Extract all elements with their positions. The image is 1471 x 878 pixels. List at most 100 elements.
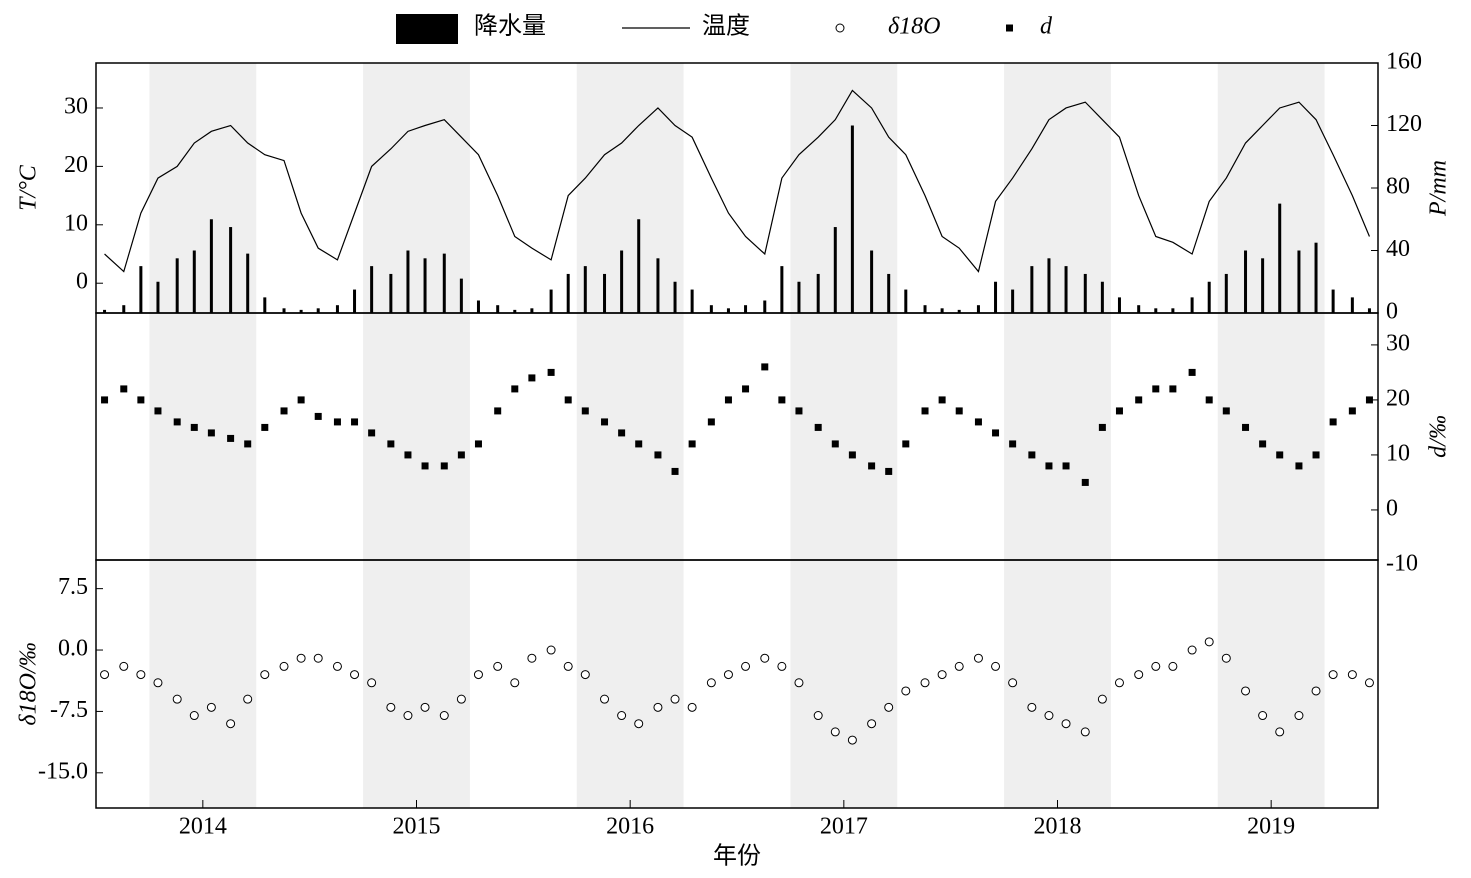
precip-bar [870, 250, 874, 313]
o18-point [1258, 711, 1268, 721]
o18-point [456, 694, 466, 704]
precip-bar [816, 273, 820, 313]
d-point [1276, 451, 1284, 459]
precip-bar [709, 305, 713, 313]
panel-frame [95, 62, 1379, 314]
d-point [1081, 478, 1089, 486]
o18-point [706, 678, 716, 688]
d-point [1009, 440, 1017, 448]
d-point [814, 423, 822, 431]
o18-point [279, 661, 289, 671]
o18-point [189, 711, 199, 721]
d-point [1045, 462, 1053, 470]
d-point [474, 440, 482, 448]
precip-bar [603, 273, 607, 313]
o18-point [367, 678, 377, 688]
y2-axis-title: d/‰ [1426, 415, 1452, 458]
d-point [902, 440, 910, 448]
precip-bar [887, 273, 891, 313]
d-point [778, 396, 786, 404]
o18-point [313, 653, 323, 663]
o18-point [1151, 661, 1161, 671]
d-point [1222, 407, 1230, 415]
o18-point [260, 670, 270, 680]
d-point [494, 407, 502, 415]
precip-bar [1224, 273, 1228, 313]
o18-point [760, 653, 770, 663]
d-point [742, 385, 750, 393]
panel-frame [95, 312, 1379, 561]
o18-point [473, 670, 483, 680]
o18-point [1027, 702, 1037, 712]
d-point [921, 407, 929, 415]
d-point [173, 418, 181, 426]
o18-point [653, 702, 663, 712]
panel-frame [95, 559, 1379, 809]
y2-tick-label: 160 [1386, 49, 1422, 75]
d-point [974, 418, 982, 426]
o18-point [243, 694, 253, 704]
x-tick-label: 2018 [1034, 814, 1082, 840]
y2-tick-label: 80 [1386, 174, 1410, 200]
precip-bar [1314, 242, 1318, 313]
precip-bar [656, 258, 660, 313]
precip-bar [940, 308, 944, 313]
o18-point [830, 727, 840, 737]
o18-point [954, 661, 964, 671]
o18-point [937, 670, 947, 680]
d-point [848, 451, 856, 459]
o18-point [136, 670, 146, 680]
precip-bar [637, 219, 641, 313]
d-point [1188, 368, 1196, 376]
y-tick-label: 30 [64, 93, 88, 119]
precip-bar [780, 266, 784, 313]
y2-tick-label: 120 [1386, 111, 1422, 137]
precip-bar [583, 266, 587, 313]
o18-point [296, 653, 306, 663]
precip-bar [246, 253, 250, 313]
o18-point [172, 694, 182, 704]
precip-bar [1117, 297, 1121, 313]
o18-point [741, 661, 751, 671]
d-point [885, 467, 893, 475]
d-point [955, 407, 963, 415]
precip-bar [175, 258, 179, 313]
shading [149, 63, 1325, 808]
d-point [387, 440, 395, 448]
o18-point [1328, 670, 1338, 680]
o18-point [527, 653, 537, 663]
temperature-line [104, 89, 1371, 273]
d-point [1365, 396, 1373, 404]
o18-point [206, 702, 216, 712]
x-axis-title: 年份 [713, 843, 761, 870]
d-point [1152, 385, 1160, 393]
d-point [244, 440, 252, 448]
precip-bar [1190, 297, 1194, 313]
d-point [261, 423, 269, 431]
d-point [457, 451, 465, 459]
o18-point [600, 694, 610, 704]
d-point [1028, 451, 1036, 459]
o18-point [1241, 686, 1251, 696]
o18-point [100, 670, 110, 680]
d-point [868, 462, 876, 470]
precip-bar [923, 305, 927, 313]
precip-bar [442, 253, 446, 313]
d-point [351, 418, 359, 426]
marks [100, 89, 1374, 745]
d-point [581, 407, 589, 415]
d-point [421, 462, 429, 470]
d-point [1205, 396, 1213, 404]
d-point [724, 396, 732, 404]
o18-point [153, 678, 163, 688]
o18-point [1204, 637, 1214, 647]
y2-tick-label: 0 [1386, 299, 1398, 325]
d-point [761, 363, 769, 371]
o18-point [867, 719, 877, 729]
d-point [671, 467, 679, 475]
d-point [101, 396, 109, 404]
precip-bar [406, 250, 410, 313]
precip-bar [673, 281, 677, 313]
d-point [654, 451, 662, 459]
